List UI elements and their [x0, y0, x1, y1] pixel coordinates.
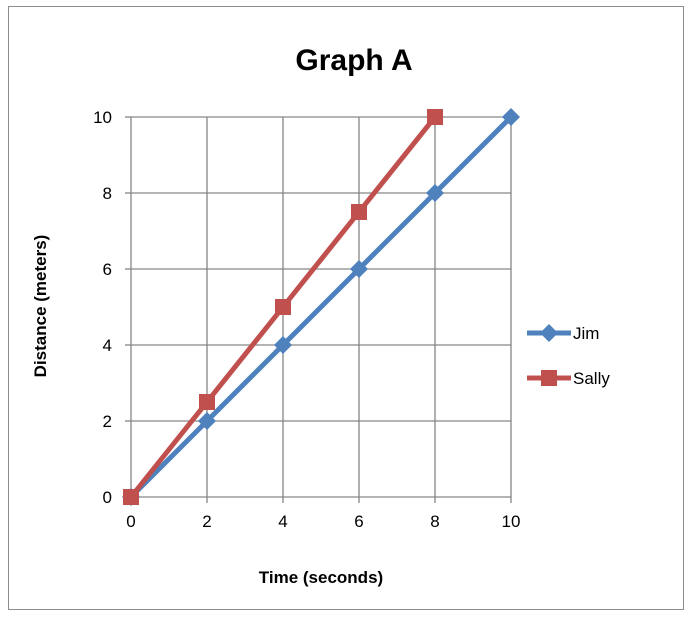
y-tick-label: 10 — [93, 108, 112, 127]
y-tick-label: 2 — [103, 412, 112, 431]
sally-point — [199, 394, 215, 410]
axes — [125, 116, 512, 503]
y-axis-title: Distance (meters) — [31, 235, 50, 378]
x-tick-label: 0 — [126, 512, 135, 531]
chart-title: Graph A — [295, 44, 412, 77]
x-axis-title: Time (seconds) — [259, 568, 383, 587]
x-tick-label: 10 — [502, 512, 521, 531]
sally-point — [123, 489, 139, 505]
jim-point — [274, 336, 292, 354]
legend: Jim Sally — [527, 324, 610, 388]
y-tick-label: 8 — [103, 184, 112, 203]
y-tick-label: 4 — [103, 336, 112, 355]
sally-point — [427, 109, 443, 125]
y-tick-label: 0 — [103, 488, 112, 507]
chart-frame — [8, 6, 684, 610]
x-tick-label: 2 — [202, 512, 211, 531]
jim-point — [350, 260, 368, 278]
x-tick-label: 4 — [278, 512, 287, 531]
jim-line — [129, 115, 513, 499]
jim-point — [502, 108, 520, 126]
sally-point — [275, 299, 291, 315]
legend-item-sally: Sally — [527, 369, 610, 388]
legend-item-jim: Jim — [527, 324, 599, 343]
y-tick-labels: 0 2 4 6 8 10 — [93, 108, 112, 507]
legend-marker — [541, 370, 557, 386]
y-tick-label: 6 — [103, 260, 112, 279]
legend-marker — [540, 324, 558, 342]
x-tick-label: 8 — [430, 512, 439, 531]
legend-label: Sally — [573, 369, 610, 388]
jim-point — [198, 412, 216, 430]
series-jim — [122, 108, 520, 506]
series-group — [122, 108, 520, 506]
x-tick-label: 6 — [354, 512, 363, 531]
grid — [131, 116, 512, 497]
sally-point — [351, 204, 367, 220]
series-sally — [123, 109, 443, 505]
x-tick-labels: 0 2 4 6 8 10 — [126, 512, 520, 531]
legend-label: Jim — [573, 324, 599, 343]
jim-point — [426, 184, 444, 202]
